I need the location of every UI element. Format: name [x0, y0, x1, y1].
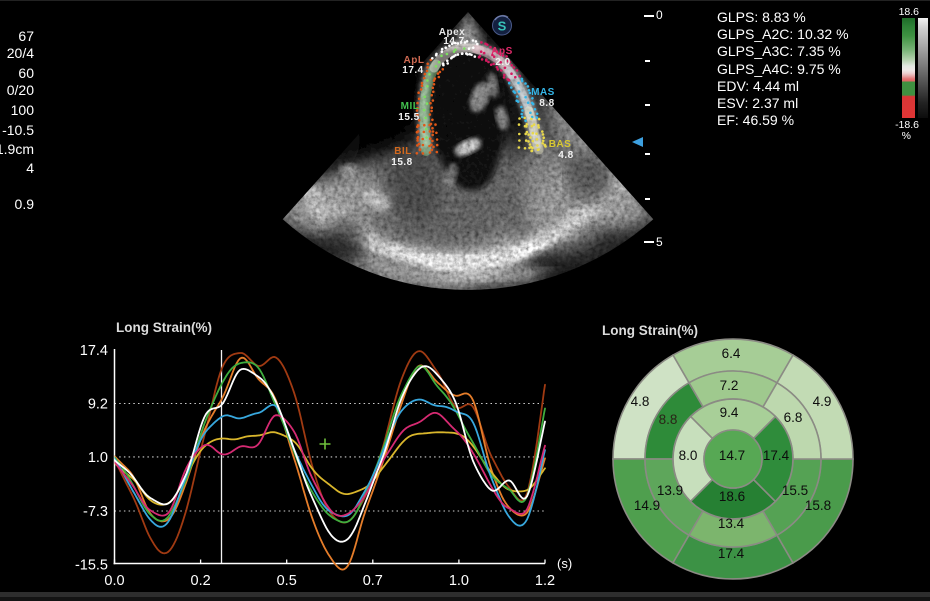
svg-text:9.4: 9.4	[720, 405, 739, 420]
svg-text:1.0: 1.0	[449, 573, 469, 589]
svg-text:18.6: 18.6	[719, 489, 745, 504]
svg-text:4.8: 4.8	[631, 394, 650, 409]
svg-text:0.7: 0.7	[363, 573, 383, 589]
svg-text:17.4: 17.4	[763, 448, 790, 463]
svg-text:13.4: 13.4	[718, 516, 745, 531]
svg-text:13.9: 13.9	[657, 483, 683, 498]
svg-text:6.4: 6.4	[722, 346, 741, 361]
svg-text:1.2: 1.2	[535, 573, 555, 589]
svg-text:1.0: 1.0	[88, 450, 108, 466]
svg-text:14.9: 14.9	[634, 498, 660, 513]
svg-text:S: S	[498, 19, 507, 34]
svg-text:0.5: 0.5	[277, 573, 297, 589]
svg-text:4.9: 4.9	[813, 394, 832, 409]
svg-text:6.8: 6.8	[784, 410, 803, 425]
svg-text:0.2: 0.2	[191, 573, 211, 589]
svg-text:-7.3: -7.3	[83, 504, 108, 520]
svg-text:9.2: 9.2	[88, 397, 108, 413]
svg-text:17.4: 17.4	[718, 546, 745, 561]
svg-text:(s): (s)	[557, 556, 572, 571]
svg-text:8.0: 8.0	[679, 448, 698, 463]
svg-text:0.0: 0.0	[104, 573, 124, 589]
svg-text:7.2: 7.2	[720, 378, 739, 393]
svg-text:15.5: 15.5	[782, 483, 808, 498]
svg-text:-15.5: -15.5	[75, 558, 108, 574]
svg-text:15.8: 15.8	[805, 498, 831, 513]
svg-text:17.4: 17.4	[80, 343, 108, 359]
svg-text:8.8: 8.8	[659, 412, 678, 427]
svg-text:14.7: 14.7	[719, 448, 745, 463]
